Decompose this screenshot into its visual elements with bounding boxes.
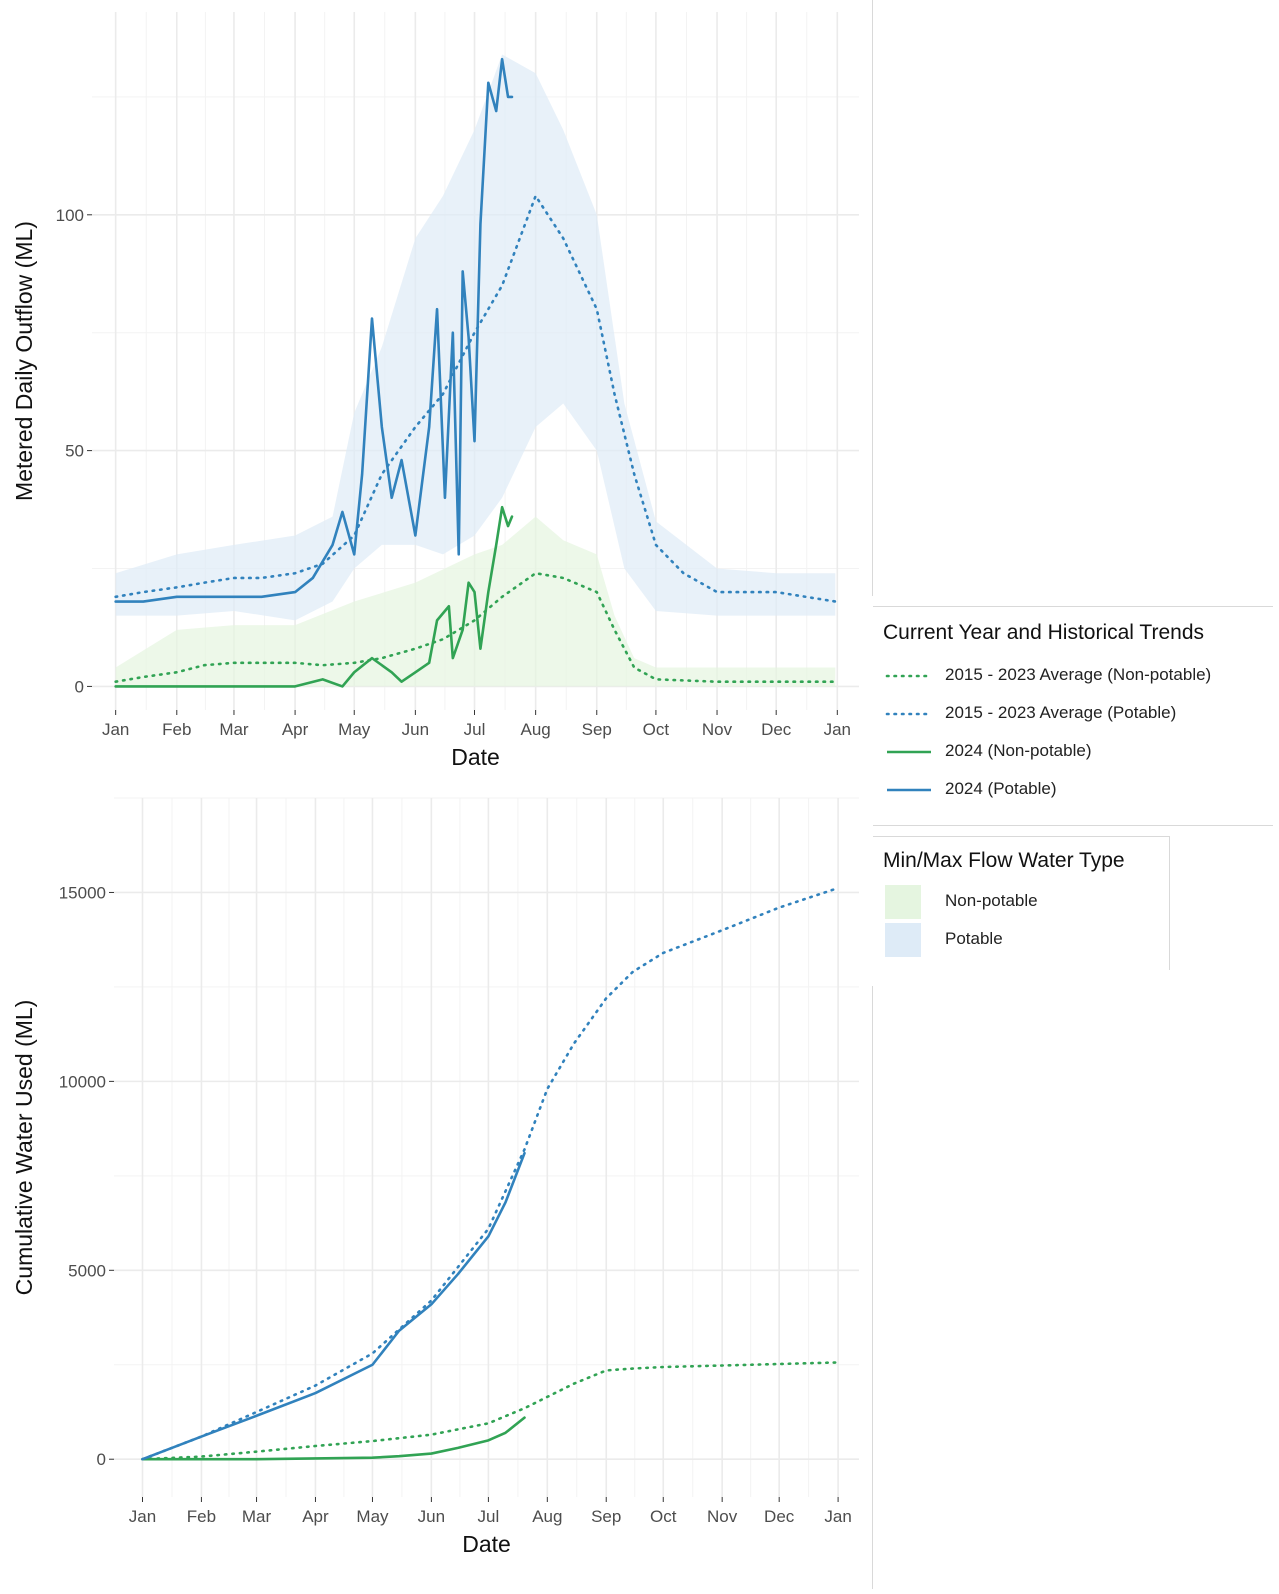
legend-flow: Min/Max Flow Water Type Non-potable Pota… — [873, 836, 1170, 970]
series-line-2024-potable- — [141, 1151, 526, 1461]
y-tick-label: 10000 — [59, 1072, 106, 1091]
series-line-2015-2023-average-potable- — [114, 194, 837, 603]
x-tick-label: Nov — [702, 720, 733, 739]
series-line-2024-non-potable- — [114, 505, 514, 688]
x-axis-title: Date — [451, 744, 500, 770]
x-tick-label: Mar — [242, 1507, 272, 1526]
y-tick-label: 0 — [75, 677, 84, 696]
y-tick-label: 5000 — [68, 1261, 106, 1280]
chart-panel-top: Jan Feb Mar Apr May Jun Jul Aug Sep Oct Nov Dec Jan 0… — [11, 12, 859, 770]
x-tick-label: Jul — [464, 720, 486, 739]
legend-separator-lower — [872, 986, 873, 1589]
y-tick-label: 100 — [56, 206, 84, 225]
x-tick-label: Dec — [764, 1507, 795, 1526]
x-tick-label: Jun — [402, 720, 429, 739]
legend-trends: Current Year and Historical Trends 2015 … — [873, 606, 1273, 826]
x-tick-label: Feb — [162, 720, 191, 739]
x-tick-label: Nov — [707, 1507, 738, 1526]
legend-separator — [872, 0, 873, 596]
band-potable — [115, 54, 836, 621]
legend-item-band-potable: Potable — [885, 923, 1155, 957]
legend-label-band-non-potable: Non-potable — [945, 891, 1038, 910]
x-tick-label: Apr — [282, 720, 309, 739]
x-tick-label: Aug — [532, 1507, 562, 1526]
x-tick-label: Jan — [129, 1507, 156, 1526]
legend-label-2024-non-potable: 2024 (Non-potable) — [945, 741, 1092, 760]
x-tick-label: Jan — [824, 720, 851, 739]
x-tick-label: Sep — [582, 720, 612, 739]
series-line-2015-2023-average-potable- — [141, 887, 838, 1461]
series-line-2024-potable- — [114, 57, 514, 603]
legend-item-2024-potable: 2024 (Potable) — [885, 773, 1265, 807]
legend-key-2024-potable — [887, 788, 931, 792]
legend-label-band-potable: Potable — [945, 929, 1003, 948]
x-axis-title: Date — [462, 1531, 511, 1557]
x-tick-label: Sep — [591, 1507, 621, 1526]
x-tick-label: Oct — [643, 720, 670, 739]
x-tick-label: May — [338, 720, 371, 739]
x-tick-label: Jan — [824, 1507, 851, 1526]
legend-trends-title: Current Year and Historical Trends — [883, 621, 1204, 644]
legend-key-band-non-potable — [885, 885, 921, 919]
y-tick-label: 15000 — [59, 883, 106, 902]
legend-label-avg-non-potable: 2015 - 2023 Average (Non-potable) — [945, 665, 1212, 684]
legend-key-avg-non-potable — [885, 674, 933, 678]
y-axis-title: Metered Daily Outflow (ML) — [11, 221, 37, 501]
x-tick-label: Jul — [478, 1507, 500, 1526]
x-tick-label: Jun — [418, 1507, 445, 1526]
legend-label-avg-potable: 2015 - 2023 Average (Potable) — [945, 703, 1177, 722]
legend-label-2024-potable: 2024 (Potable) — [945, 779, 1057, 798]
series-line-2015-2023-average-non-potable- — [141, 1361, 838, 1461]
legend-key-2024-non-potable — [887, 750, 931, 754]
y-tick-label: 50 — [65, 442, 84, 461]
legend-item-band-non-potable: Non-potable — [885, 885, 1155, 919]
legend-key-avg-potable — [885, 712, 933, 716]
legend-key-band-potable — [885, 923, 921, 957]
legend-item-avg-potable: 2015 - 2023 Average (Potable) — [885, 697, 1265, 731]
series-line-2015-2023-average-non-potable- — [114, 571, 837, 684]
x-tick-label: Apr — [302, 1507, 329, 1526]
series-line-2024-non-potable- — [141, 1416, 526, 1461]
x-tick-label: Jan — [102, 720, 129, 739]
y-axis-title: Cumulative Water Used (ML) — [11, 1000, 37, 1296]
x-tick-label: Aug — [521, 720, 551, 739]
legend-item-avg-non-potable: 2015 - 2023 Average (Non-potable) — [885, 659, 1265, 693]
legend-flow-title: Min/Max Flow Water Type — [883, 849, 1125, 872]
x-tick-label: Oct — [650, 1507, 677, 1526]
x-tick-label: May — [356, 1507, 389, 1526]
x-tick-label: Dec — [761, 720, 792, 739]
chart-panel-bottom: Jan Feb Mar Apr May Jun Jul Aug Sep Oct Nov Dec Jan 0… — [11, 797, 859, 1557]
y-tick-label: 0 — [97, 1450, 106, 1469]
x-tick-label: Mar — [219, 720, 249, 739]
legend-item-2024-non-potable: 2024 (Non-potable) — [885, 735, 1265, 769]
x-tick-label: Feb — [187, 1507, 216, 1526]
